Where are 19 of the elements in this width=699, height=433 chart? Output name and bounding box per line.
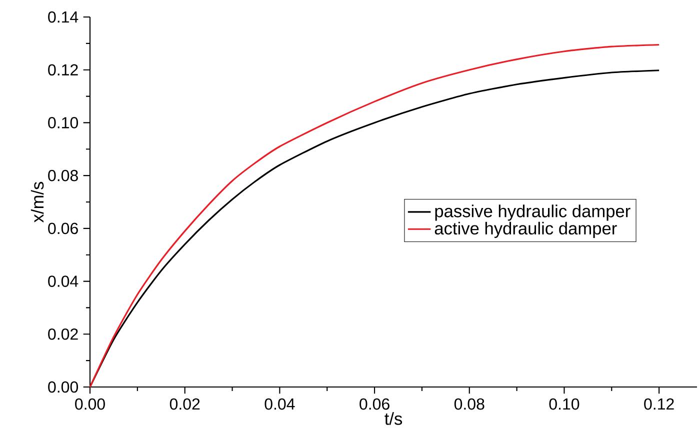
x-axis-title: t/s [384,412,402,425]
y-tick-label: 0.12 [48,64,78,76]
legend-label: active hydraulic damper [434,222,617,238]
y-tick-label: 0.04 [48,276,78,287]
x-tick-label: 0.08 [454,398,484,410]
y-axis-title: x/m/s [30,182,44,223]
x-tick-label: 0.12 [644,398,674,410]
x-tick-label: 0.10 [549,398,580,410]
y-tick-label: 0.02 [48,328,78,340]
x-tick-label: 0.02 [170,398,200,410]
x-tick-label: 0.00 [75,398,105,410]
y-tick-label: 0.14 [48,11,78,23]
y-tick-label: 0.00 [48,381,78,393]
y-tick-label: 0.08 [48,170,78,182]
x-tick-label: 0.04 [264,398,295,410]
y-tick-label: 0.06 [48,222,78,234]
legend-label: passive hydraulic damper [435,204,630,221]
x-tick-label: 0.06 [360,398,390,410]
y-tick-label: 0.10 [48,117,78,128]
